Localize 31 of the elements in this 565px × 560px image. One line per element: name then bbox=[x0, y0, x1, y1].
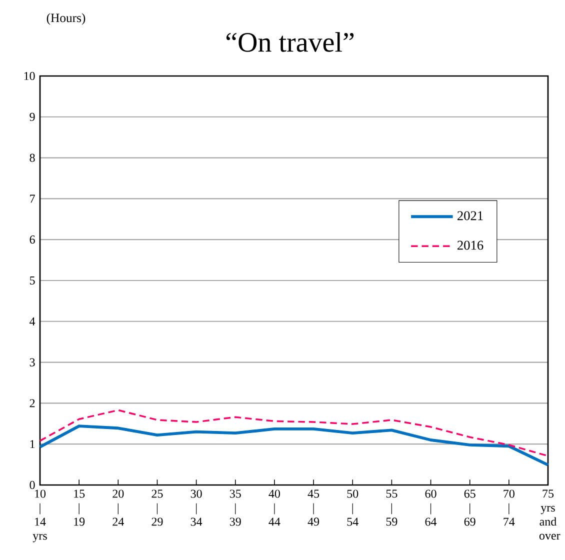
x-tick-label: 50 | 54 bbox=[347, 490, 358, 526]
x-tick-label: 20 | 24 bbox=[112, 490, 124, 526]
x-tick-label: 15 | 19 bbox=[74, 490, 85, 526]
line-series bbox=[39, 409, 549, 457]
y-tick-label: 5 bbox=[30, 276, 35, 284]
x-tick-label: 40 | 44 bbox=[268, 490, 280, 526]
y-tick-label: 10 bbox=[24, 72, 35, 80]
line-series bbox=[38, 424, 550, 466]
chart-title: “On travel” bbox=[226, 32, 354, 52]
x-tick-label: 55 | 59 bbox=[386, 490, 398, 526]
x-tick-label: 10 | 14 yrs bbox=[32, 490, 47, 542]
y-tick-label: 8 bbox=[30, 154, 35, 162]
x-tick-label: 65 | 69 bbox=[464, 490, 476, 526]
x-tick-label: 45 | 49 bbox=[308, 490, 320, 526]
x-tick-label: 70 | 74 bbox=[504, 490, 515, 526]
y-tick-label: 7 bbox=[30, 194, 35, 203]
y-tick-label: 2 bbox=[30, 399, 35, 408]
legend-label: 2021 bbox=[458, 211, 483, 220]
x-tick-label: 75 yrs and over bbox=[539, 490, 560, 540]
y-axis-title: (Hours) bbox=[46, 13, 86, 25]
x-tick-label: 25 | 29 bbox=[152, 490, 163, 526]
y-tick-label: 9 bbox=[30, 112, 35, 121]
x-tick-label: 30 | 34 bbox=[190, 490, 202, 526]
legend-label: 2016 bbox=[458, 240, 484, 250]
y-tick-label: 0 bbox=[30, 480, 35, 490]
y-tick-label: 1 bbox=[30, 440, 35, 448]
x-tick-label: 35 | 39 bbox=[230, 490, 241, 526]
y-tick-label: 3 bbox=[30, 358, 35, 366]
y-tick-label: 4 bbox=[30, 317, 36, 326]
x-tick-label: 60 | 64 bbox=[425, 490, 437, 526]
y-tick-label: 6 bbox=[30, 236, 35, 244]
